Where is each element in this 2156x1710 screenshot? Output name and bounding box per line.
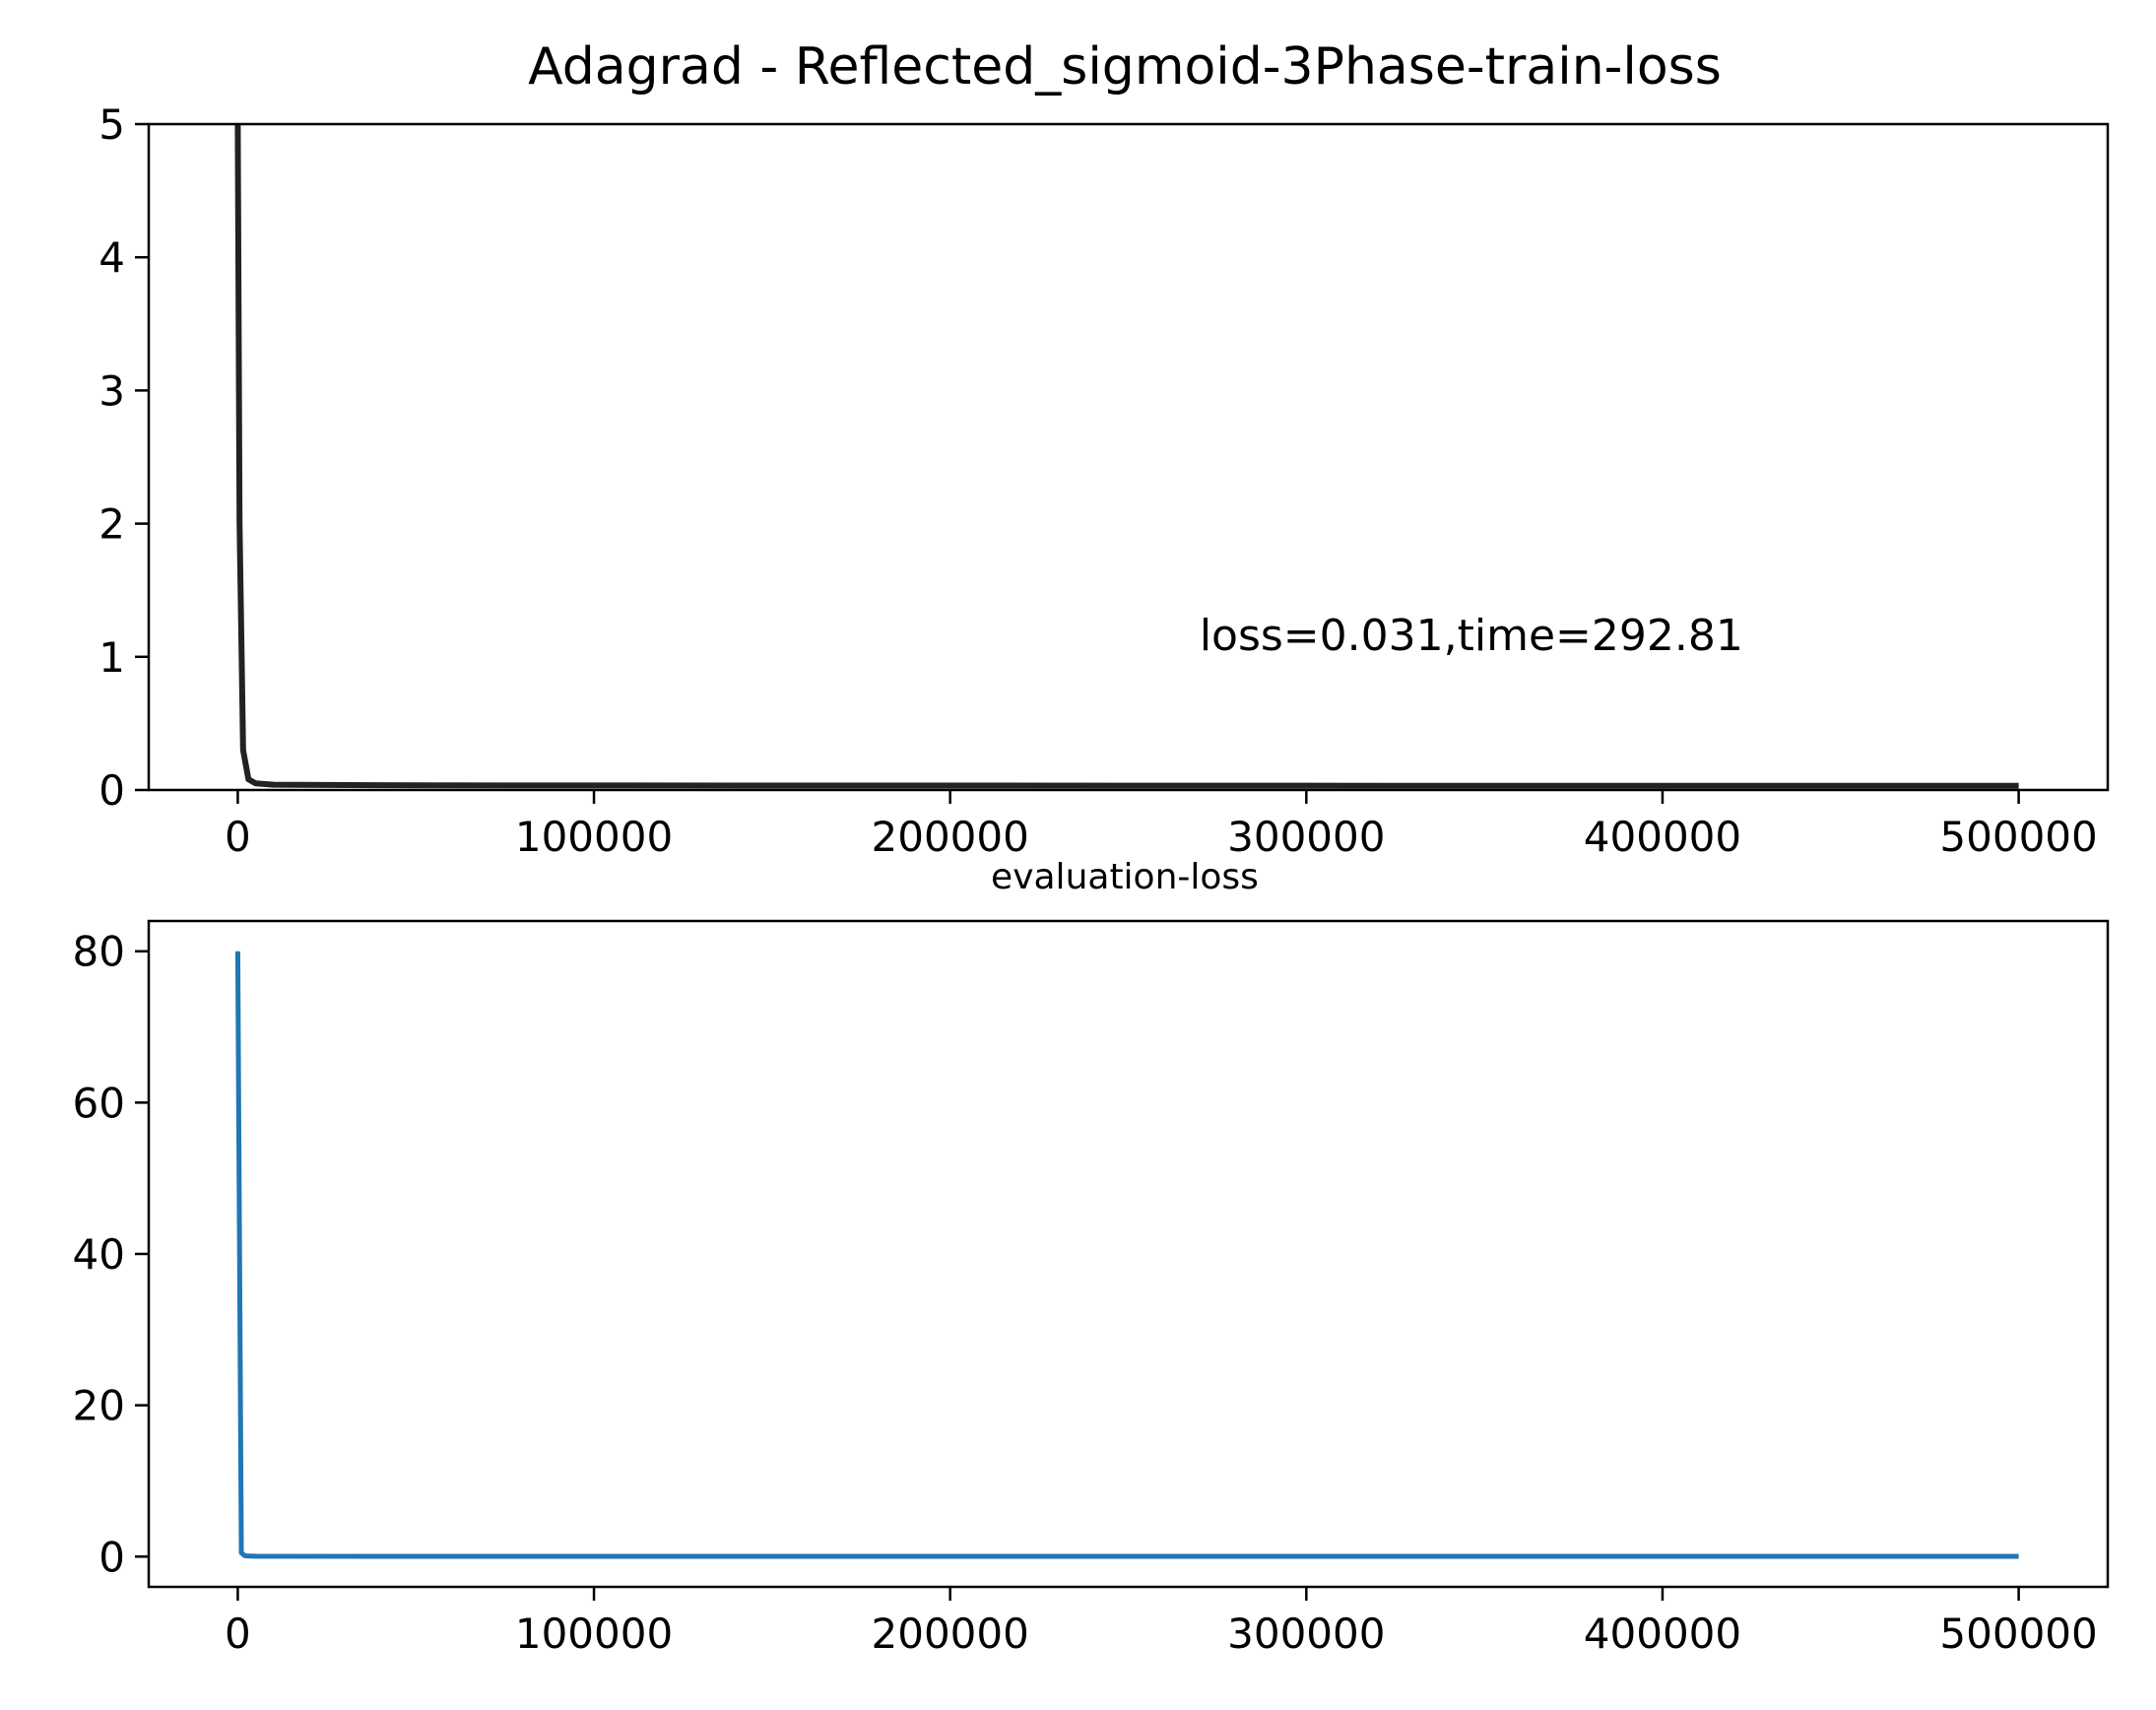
evaluation-loss-y-tick-label-0: 0 [98,1533,125,1581]
train-loss-x-tick-label-4: 400000 [1584,813,1741,861]
evaluation-loss-x-tick-label-4: 400000 [1584,1610,1741,1658]
train-loss-x-tick-label-0: 0 [225,813,251,861]
train-loss-plot: Adagrad - Reflected_sigmoid-3Phase-train… [98,37,2110,861]
train-loss-axes-frame [147,122,2110,792]
train-loss-y-tick-label-4: 4 [98,233,125,282]
train-loss-y-tick-label-3: 3 [98,366,125,415]
train-loss-y-tick-label-2: 2 [98,500,125,549]
evaluation-loss-plot: evaluation-loss 0 20 40 60 80 0 100000 200000 3… [73,857,2110,1658]
train-loss-y-tick-label-5: 5 [98,100,125,149]
evaluation-loss-x-tick-label-0: 0 [225,1610,251,1658]
evaluation-loss-y-ticks: 0 20 40 60 80 [73,928,149,1581]
train-loss-x-tick-label-2: 200000 [872,813,1029,861]
train-loss-annotation-layer: loss=0.031,time=292.81 [1200,611,1743,661]
evaluation-loss-y-tick-label-3: 60 [73,1079,125,1127]
train-loss-x-tick-label-5: 500000 [1939,813,2097,861]
train-loss-series-layer [234,123,2019,789]
train-loss-title: Adagrad - Reflected_sigmoid-3Phase-train… [528,37,1722,97]
train-loss-y-tick-label-0: 0 [98,766,125,815]
evaluation-loss-y-tick-label-4: 80 [73,928,125,976]
evaluation-loss-title: evaluation-loss [991,857,1259,897]
train-loss-x-ticks: 0 100000 200000 300000 400000 500000 [225,790,2098,861]
evaluation-loss-y-tick-label-1: 20 [73,1382,125,1430]
evaluation-loss-y-tick-label-2: 40 [73,1230,125,1279]
train-loss-x-tick-label-3: 300000 [1227,813,1385,861]
train-loss-series-line-0 [234,123,2019,789]
evaluation-loss-series-layer [234,951,2019,1559]
evaluation-loss-x-ticks: 0 100000 200000 300000 400000 500000 [225,1587,2098,1658]
train-loss-y-tick-label-1: 1 [98,633,125,682]
evaluation-loss-x-tick-label-1: 100000 [515,1610,673,1658]
evaluation-loss-axes-frame [147,919,2110,1589]
evaluation-loss-x-tick-label-5: 500000 [1939,1610,2097,1658]
evaluation-loss-x-tick-label-2: 200000 [872,1610,1029,1658]
train-loss-x-tick-label-1: 100000 [515,813,673,861]
evaluation-loss-series-line-0 [234,951,2019,1559]
train-loss-y-ticks: 0 1 2 3 4 5 [98,100,149,815]
evaluation-loss-x-tick-label-3: 300000 [1227,1610,1385,1658]
train-loss-annotation: loss=0.031,time=292.81 [1200,611,1743,661]
